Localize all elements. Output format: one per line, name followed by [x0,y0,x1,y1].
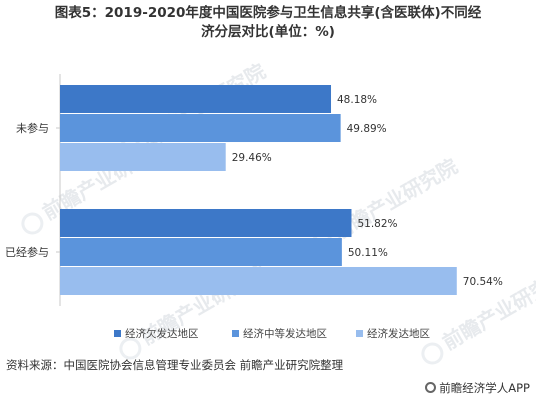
legend-swatch [114,330,121,337]
legend-label: 经济中等发达地区 [243,327,327,340]
data-label: 29.46% [232,152,272,164]
data-label: 70.54% [463,276,503,288]
bar [60,85,332,113]
legend-label: 经济欠发达地区 [125,327,199,340]
brand-logo-icon [425,382,437,393]
data-label: 48.18% [337,94,377,106]
category-label: 未参与 [16,121,49,135]
bar [60,267,457,295]
data-label: 49.89% [347,123,387,135]
data-label: 50.11% [348,247,388,259]
legend-swatch [232,330,239,337]
bar [60,143,226,171]
brand-name: 前瞻经济学人APP [439,381,530,395]
data-label: 51.82% [357,218,397,230]
bar [60,114,341,142]
chart-title-line-2: 济分层对比(单位：%) [201,24,335,40]
chart-title-line-1: 图表5：2019-2020年度中国医院参与卫生信息共享(含医联体)不同经 [54,5,482,21]
chart-title: 图表5：2019-2020年度中国医院参与卫生信息共享(含医联体)不同经 济分层… [0,4,536,42]
legend-label: 经济发达地区 [367,327,430,340]
category-label: 已经参与 [5,245,49,259]
brand-credit: 前瞻经济学人APP [425,380,530,396]
bar [60,209,352,237]
source-note: 资料来源：中国医院协会信息管理专业委员会 前瞻产业研究院整理 [6,358,344,372]
legend-swatch [356,330,363,337]
bar [60,238,342,266]
